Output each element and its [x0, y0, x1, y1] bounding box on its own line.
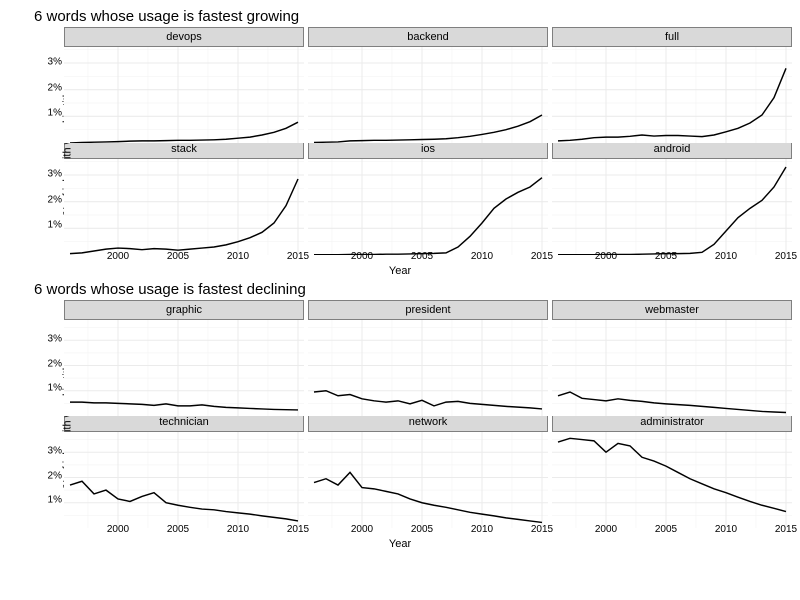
panel-plot-svg	[552, 159, 792, 255]
panel-plot	[552, 159, 792, 251]
x-tick-row: 2000 2005 2010 2015 2000 2005 2010 2015 2000 2005…	[64, 524, 792, 538]
facet-grid: % of jobs with word in title1%2%3%devops…	[8, 27, 792, 277]
panel-plot-svg	[64, 159, 304, 255]
facet-row: 1% 2% 3%techniciannetworkadministrator	[42, 412, 792, 524]
x-tick-label: 2015	[287, 524, 309, 535]
panel-plot-svg	[552, 47, 792, 143]
x-tick-label: 2015	[287, 251, 309, 262]
y-tick-label: 1%	[48, 220, 62, 231]
x-tick-label: 2005	[411, 251, 433, 262]
y-tick-label: 3%	[48, 57, 62, 68]
x-tick-label: 2000	[595, 251, 617, 262]
chart-section: 6 words whose usage is fastest declining…	[8, 281, 792, 550]
panel-plot-svg	[552, 432, 792, 528]
panel-plot	[308, 47, 548, 139]
panel-plot-svg	[64, 47, 304, 143]
x-tick-label: 2015	[531, 524, 553, 535]
x-tick-label: 2000	[107, 251, 129, 262]
facet-panel: president	[308, 300, 548, 412]
panel-strip-label: devops	[64, 27, 304, 47]
x-tick-label: 2010	[471, 524, 493, 535]
x-tick-label: 2005	[167, 524, 189, 535]
x-tick-label: 2005	[655, 251, 677, 262]
x-tick-label: 2010	[227, 251, 249, 262]
facet-panel: devops	[64, 27, 304, 139]
panel-plot-svg	[64, 320, 304, 416]
panel-plot	[64, 47, 304, 139]
x-tick-label: 2015	[775, 251, 797, 262]
facet-panel: technician	[64, 412, 304, 524]
facet-row: 1% 2% 3%stackiosandroid	[42, 139, 792, 251]
panel-plot-svg	[308, 320, 548, 416]
panel-plot-svg	[552, 320, 792, 416]
panel-plot	[552, 47, 792, 139]
x-tick-label: 2005	[411, 524, 433, 535]
y-tick-label: 1%	[48, 494, 62, 505]
panel-strip-label: full	[552, 27, 792, 47]
facet-panel: network	[308, 412, 548, 524]
facet-panel: ios	[308, 139, 548, 251]
facet-panel: android	[552, 139, 792, 251]
facet-panel: full	[552, 27, 792, 139]
x-tick-label: 2000	[351, 251, 373, 262]
x-tick-label: 2010	[471, 251, 493, 262]
panel-strip-label: graphic	[64, 300, 304, 320]
x-tick-label: 2010	[715, 524, 737, 535]
panel-plot	[552, 320, 792, 412]
panel-plot	[64, 432, 304, 524]
y-tick-column: 1% 2% 3%	[42, 412, 64, 524]
x-tick-label: 2010	[227, 524, 249, 535]
x-tick-label: 2005	[167, 251, 189, 262]
x-tick-label: 2005	[655, 524, 677, 535]
facet-panel: webmaster	[552, 300, 792, 412]
panel-plot-svg	[64, 432, 304, 528]
panel-plot	[552, 432, 792, 524]
x-tick-label: 2000	[595, 524, 617, 535]
panel-plot-svg	[308, 47, 548, 143]
facet-panel: administrator	[552, 412, 792, 524]
panel-strip-label: backend	[308, 27, 548, 47]
y-tick-label: 3%	[48, 446, 62, 457]
panel-plot	[308, 432, 548, 524]
chart-section: 6 words whose usage is fastest growing% …	[8, 8, 792, 277]
panel-strip-label: webmaster	[552, 300, 792, 320]
panel-plot-svg	[308, 159, 548, 255]
facet-panel: stack	[64, 139, 304, 251]
y-tick-label: 2%	[48, 470, 62, 481]
x-tick-label: 2000	[107, 524, 129, 535]
y-tick-column: 1% 2% 3%	[42, 300, 64, 412]
panel-plot-svg	[308, 432, 548, 528]
x-axis-label: Year	[8, 538, 792, 550]
x-tick-row: 2000 2005 2010 2015 2000 2005 2010 2015 2000 2005…	[64, 251, 792, 265]
x-tick-label: 2015	[531, 251, 553, 262]
y-tick-label: 3%	[48, 334, 62, 345]
x-axis-label: Year	[8, 265, 792, 277]
facet-panel: graphic	[64, 300, 304, 412]
panel-plot	[64, 320, 304, 412]
y-tick-label: 1%	[48, 382, 62, 393]
facet-row: 1% 2% 3%devopsbackendfull	[42, 27, 792, 139]
section-title: 6 words whose usage is fastest declining	[8, 281, 792, 300]
x-tick-label: 2000	[351, 524, 373, 535]
x-tick-label: 2010	[715, 251, 737, 262]
y-tick-label: 2%	[48, 358, 62, 369]
facet-row: 1% 2% 3% graphicpresidentwebmaster	[42, 300, 792, 412]
panel-plot	[308, 320, 548, 412]
x-tick-label: 2015	[775, 524, 797, 535]
facet-panel: backend	[308, 27, 548, 139]
panel-plot	[308, 159, 548, 251]
facet-grid: % of jobs with word in title1%2%3%graphi…	[8, 300, 792, 550]
panel-strip-label: president	[308, 300, 548, 320]
y-tick-label: 2%	[48, 82, 62, 93]
section-title: 6 words whose usage is fastest growing	[8, 8, 792, 27]
y-tick-column: 1% 2% 3%	[42, 139, 64, 251]
panel-plot	[64, 159, 304, 251]
y-tick-label: 1%	[48, 108, 62, 119]
y-tick-label: 2%	[48, 194, 62, 205]
y-tick-column: 1% 2% 3%	[42, 27, 64, 139]
y-tick-label: 3%	[48, 169, 62, 180]
